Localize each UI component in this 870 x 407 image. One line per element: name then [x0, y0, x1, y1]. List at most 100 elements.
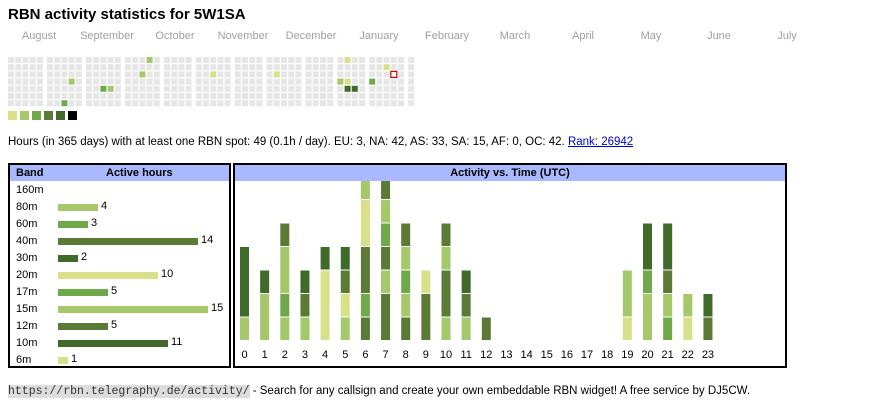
- heatmap-day-cell: [224, 57, 231, 63]
- heatmap-day-cell: [234, 57, 241, 63]
- time-bar-segment: [340, 247, 350, 270]
- band-hours-bar: [58, 289, 108, 296]
- hour-tick-label: 17: [581, 349, 593, 361]
- heatmap-day-cell: [195, 85, 202, 92]
- heatmap-day-cell: [224, 78, 231, 85]
- heatmap-day-cell: [210, 93, 217, 99]
- heatmap-day-cell: [100, 85, 107, 92]
- heatmap-day-cell: [22, 100, 29, 107]
- heatmap-month-label: May: [641, 30, 662, 42]
- heatmap-day-cell: [234, 93, 241, 99]
- time-bar-segment: [280, 317, 290, 340]
- time-bar-segment: [381, 200, 391, 223]
- heatmap-day-cell: [178, 93, 185, 99]
- heatmap-day-cell: [93, 71, 100, 78]
- hour-tick-label: 14: [520, 349, 532, 361]
- band-hours-bar: [58, 255, 78, 262]
- heatmap-day-cell: [408, 71, 415, 78]
- hour-tick-label: 13: [500, 349, 512, 361]
- time-bar-segment: [300, 294, 310, 317]
- heatmap-day-cell: [390, 100, 397, 107]
- band-column-header: Band: [16, 167, 44, 179]
- time-bar-segment: [401, 223, 411, 246]
- heatmap-day-cell: [288, 78, 295, 85]
- footer-url[interactable]: https://rbn.telegraphy.de/activity/: [8, 385, 250, 398]
- time-bar-segment: [360, 247, 370, 293]
- heatmap-day-cell: [86, 78, 92, 85]
- heatmap-day-cell: [398, 64, 404, 71]
- heatmap-day-cell: [383, 71, 390, 78]
- heatmap-day-cell: [344, 57, 351, 63]
- heatmap-day-cell: [337, 71, 344, 78]
- heatmap-day-cell: [93, 93, 100, 99]
- heatmap-day-cell: [203, 100, 209, 107]
- band-row: 12m 5: [10, 318, 229, 335]
- heatmap-day-cell: [86, 57, 92, 63]
- time-bar-segment: [421, 294, 431, 340]
- heatmap-day-cell: [266, 93, 273, 99]
- band-activity-table: Band Active hours 160m 80m 4 60m 3 40m 14 30m 2 2…: [8, 163, 231, 368]
- heatmap-day-cell: [22, 93, 29, 99]
- heatmap-day-cell: [305, 78, 312, 85]
- hour-tick-label: 9: [423, 349, 429, 361]
- activity-summary: Hours (in 365 days) with at least one RB…: [8, 136, 633, 148]
- heatmap-day-cell: [320, 85, 326, 92]
- heatmap-day-cell: [376, 85, 383, 92]
- heatmap-day-cell: [327, 57, 334, 63]
- heatmap-day-cell: [398, 93, 404, 99]
- heatmap-day-cell: [359, 71, 365, 78]
- heatmap-day-cell: [390, 64, 397, 71]
- heatmap-day-cell: [288, 93, 295, 99]
- heatmap-day-cell: [36, 57, 43, 63]
- heatmap-day-cell: [114, 57, 121, 63]
- heatmap-day-cell: [242, 85, 248, 92]
- heatmap-day-cell: [390, 57, 397, 63]
- legend-swatch: [20, 111, 29, 120]
- heatmap-day-cell: [320, 64, 326, 71]
- heatmap-day-cell: [390, 85, 397, 92]
- band-row: 30m 2: [10, 250, 229, 267]
- time-bar-segment: [300, 317, 310, 340]
- heatmap-day-cell: [15, 64, 22, 71]
- band-name: 17m: [16, 286, 38, 298]
- rank-link[interactable]: Rank: 26942: [567, 136, 634, 148]
- heatmap-day-cell: [281, 64, 287, 71]
- heatmap-day-cell: [312, 64, 319, 71]
- heatmap-day-cell: [178, 71, 185, 78]
- hour-tick-label: 0: [241, 349, 247, 361]
- heatmap-day-cell: [125, 64, 131, 71]
- band-hours-bar: [58, 221, 88, 228]
- band-hours-value: 10: [161, 268, 174, 280]
- heatmap-day-cell: [351, 100, 358, 107]
- hour-tick-label: 6: [362, 349, 368, 361]
- heatmap-day-cell: [132, 78, 139, 85]
- heatmap-day-cell: [132, 71, 139, 78]
- heatmap-month-label: January: [359, 30, 399, 42]
- heatmap-day-cell: [217, 93, 224, 99]
- heatmap-day-cell: [29, 93, 36, 99]
- heatmap-day-cell: [75, 78, 82, 85]
- heatmap-day-cell: [224, 93, 231, 99]
- time-bar-segment: [703, 317, 713, 340]
- band-hours-bar: [58, 357, 68, 364]
- heatmap-day-cell: [36, 85, 43, 92]
- band-row: 80m 4: [10, 199, 229, 216]
- heatmap-day-cell: [47, 93, 53, 99]
- time-bar-segment: [481, 317, 491, 340]
- time-bar-segment: [300, 270, 310, 293]
- heatmap-day-cell: [195, 100, 202, 107]
- heatmap-day-cell: [249, 64, 256, 71]
- heatmap-day-cell: [256, 85, 263, 92]
- heatmap-day-cell: [139, 71, 146, 78]
- heatmap-day-cell: [242, 93, 248, 99]
- heatmap-day-cell: [86, 93, 92, 99]
- time-chart-header: Activity vs. Time (UTC): [235, 165, 785, 181]
- heatmap-day-cell: [273, 85, 280, 92]
- heatmap-day-cell: [125, 93, 131, 99]
- heatmap-day-cell: [22, 57, 29, 63]
- heatmap-day-cell: [75, 57, 82, 63]
- band-row: 6m 1: [10, 352, 229, 369]
- heatmap-day-cell: [171, 93, 178, 99]
- heatmap-day-cell: [146, 64, 153, 71]
- heatmap-day-cell: [86, 100, 92, 107]
